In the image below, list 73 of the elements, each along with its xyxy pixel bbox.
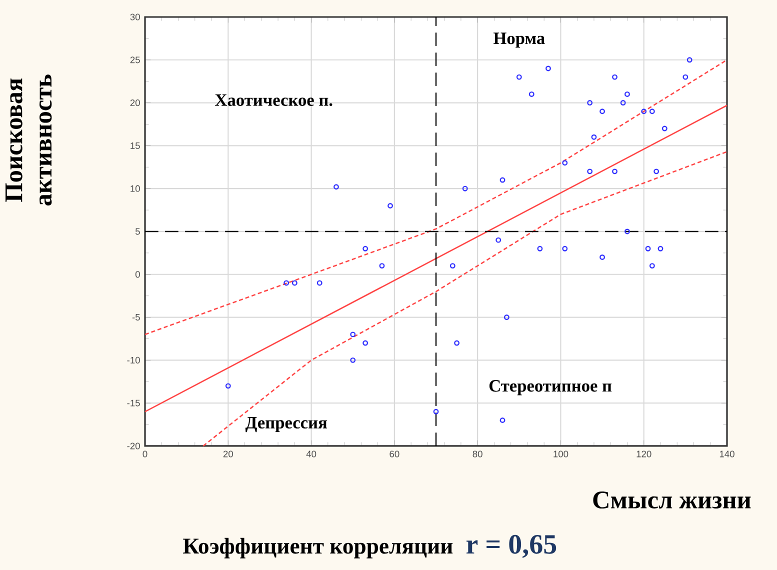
y-tick-label: 30 (130, 14, 140, 20)
point (362, 340, 368, 346)
y-axis-title: Поисковая активность (6, 74, 52, 206)
point (284, 280, 290, 286)
annotation: Депрессия (245, 417, 327, 432)
point (612, 74, 618, 80)
line-series (144, 59, 728, 336)
point (450, 263, 456, 269)
y-tick-label: -10 (127, 356, 140, 364)
y-tick-label: -15 (127, 400, 140, 406)
point (316, 280, 322, 286)
point (225, 383, 231, 389)
annotation: Стереотипное п (489, 380, 612, 396)
y-tick-label: -20 (127, 442, 140, 450)
point (562, 160, 568, 166)
x-tick-label: 80 (472, 450, 482, 458)
point (496, 237, 502, 243)
point (620, 100, 626, 106)
point (600, 108, 606, 114)
point (528, 91, 534, 97)
point (334, 184, 339, 190)
point (362, 246, 368, 252)
annotation: Хаотическое п. (215, 94, 332, 106)
point (500, 177, 506, 183)
x-tick-label: 140 (720, 450, 734, 458)
y-tick-label: 15 (130, 142, 140, 149)
point (350, 357, 356, 363)
point (624, 91, 630, 97)
y-tick-label: 20 (130, 100, 140, 106)
x-axis-title: Смысл жизни (593, 492, 751, 509)
y-tick-label: -5 (132, 314, 140, 321)
point (379, 263, 385, 269)
point (562, 246, 568, 252)
point (600, 254, 606, 260)
x-tick-label: 40 (306, 450, 316, 458)
x-tick-label: 20 (223, 450, 233, 458)
line-series (202, 151, 728, 447)
point (649, 108, 655, 114)
x-tick-label: 100 (554, 450, 568, 458)
point (504, 314, 510, 320)
point (624, 228, 630, 234)
annotation: Норма (494, 32, 545, 48)
point (350, 332, 356, 338)
point (388, 203, 394, 208)
point (654, 168, 660, 174)
point (587, 100, 593, 106)
point (686, 57, 692, 63)
point (433, 408, 439, 414)
point (641, 108, 647, 114)
x-tick-label: 0 (142, 450, 148, 458)
point (292, 280, 298, 286)
text: Коэффициент корреляции (183, 538, 453, 558)
point (662, 126, 668, 132)
y-tick-label: 0 (135, 271, 140, 278)
point (591, 134, 597, 140)
y-tick-label: 25 (130, 56, 140, 64)
x-tick-label: 120 (636, 450, 652, 458)
point (546, 66, 551, 72)
text: r = 0,65 (466, 534, 556, 558)
point (645, 246, 651, 252)
x-tick-label: 60 (390, 450, 400, 458)
point (516, 74, 522, 80)
y-tick-label: 10 (130, 185, 140, 192)
point (537, 246, 543, 252)
point (612, 168, 618, 174)
point (500, 418, 506, 423)
point (682, 74, 688, 80)
point (658, 246, 664, 252)
point (649, 263, 655, 269)
point (454, 340, 460, 346)
point (462, 186, 468, 192)
y-tick-label: 5 (135, 228, 140, 235)
point (587, 168, 593, 174)
